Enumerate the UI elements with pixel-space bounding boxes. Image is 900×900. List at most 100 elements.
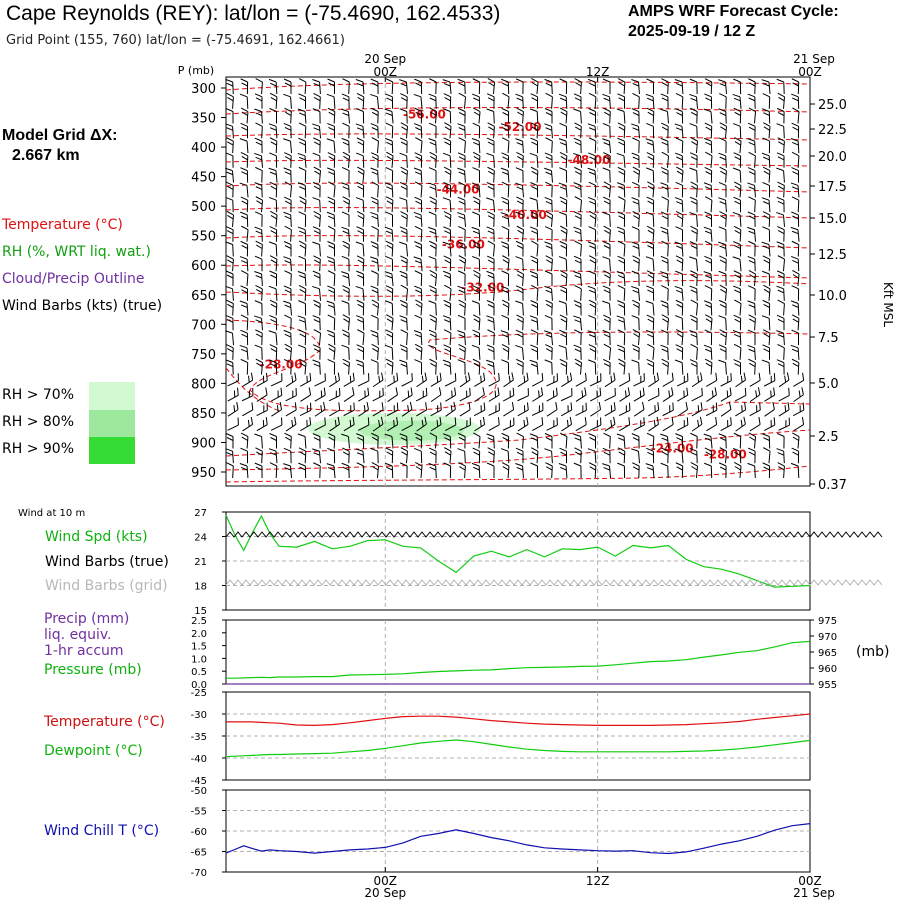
wind-barb <box>544 359 553 375</box>
wind-barb-feather <box>762 299 770 304</box>
wind-barb <box>428 122 437 139</box>
temperature-contour-8 <box>225 280 811 297</box>
wind-barb-shaft <box>725 170 727 183</box>
wind-barb-feather <box>676 166 684 172</box>
wind-barb <box>662 416 674 432</box>
wind-barb <box>646 432 655 449</box>
wind-barb-feather <box>248 390 250 398</box>
wind-barb-feather <box>603 432 611 437</box>
wind-barb-feather <box>226 299 234 304</box>
wind-barb-feather <box>225 226 234 231</box>
wind-barb-feather <box>632 210 640 216</box>
wind-chill-ytick-label-0: -50 <box>191 786 207 797</box>
wind-barb-shaft <box>420 214 423 227</box>
wind-barb-shaft <box>377 170 379 183</box>
wind-barb-shaft <box>314 380 326 387</box>
wind-barb <box>660 211 669 227</box>
wind-barb-feather <box>792 97 799 102</box>
wind-barb-shaft <box>706 394 717 402</box>
wind-barb-feather <box>385 275 393 279</box>
wind-barb <box>240 167 249 183</box>
wind-barb <box>414 285 423 301</box>
wind-barb <box>718 241 728 257</box>
wind-barb <box>529 108 539 124</box>
wind-barb-feather <box>776 196 785 201</box>
wind-barb-feather <box>704 447 712 452</box>
wind-barb-feather <box>523 419 526 427</box>
wind-barb <box>471 344 481 360</box>
wind-barb <box>370 211 379 227</box>
wind-barb-feather <box>647 181 655 186</box>
wind-barb <box>283 196 292 213</box>
wind-barb <box>298 462 307 479</box>
wind-barb-shaft <box>430 394 442 403</box>
wind-barb-feather <box>660 255 669 260</box>
wind-barb-feather <box>487 77 495 83</box>
wind-barb <box>617 240 626 257</box>
wind-barb-feather <box>415 303 422 308</box>
wind-barb-shaft <box>797 318 800 331</box>
wind-barb-feather <box>442 315 451 319</box>
wind-barb-feather <box>552 390 555 398</box>
wind-barb-shaft <box>256 394 268 402</box>
wind-barb-feather <box>310 402 312 411</box>
wind-barb <box>371 461 380 479</box>
wind-barb-feather <box>385 447 393 452</box>
wind-barb-feather <box>689 241 698 245</box>
wind-barb-feather <box>327 122 335 127</box>
wind-barb <box>268 123 278 139</box>
dewpoint-series-label: Dewpoint (°C) <box>44 743 143 759</box>
wind-barb-feather <box>356 181 364 186</box>
wind-barb-shaft <box>488 409 500 416</box>
wind-barb <box>763 373 776 387</box>
wind-barb-feather <box>761 79 770 83</box>
wind-barb-feather <box>704 329 712 334</box>
wind-barb <box>675 210 684 227</box>
wind-barb-shaft <box>580 288 582 301</box>
wind-barb <box>327 107 336 124</box>
wind-barb-shaft <box>376 141 380 154</box>
wind-barb-feather <box>587 448 596 452</box>
wind-barb-feather <box>313 452 321 456</box>
wind-barb <box>356 152 365 168</box>
wind-barb-shaft <box>797 229 800 242</box>
wind-barb-shaft <box>503 379 514 388</box>
wind-barb <box>660 329 669 346</box>
wind-barb <box>327 225 336 242</box>
wind-barb-shaft <box>435 318 437 331</box>
wind-barb-feather <box>617 122 626 127</box>
wind-barb-feather <box>588 196 596 201</box>
wind-barb <box>732 330 742 346</box>
temperature-line <box>226 713 811 727</box>
wind-barb-feather <box>516 142 524 146</box>
wind-barb-feather <box>801 416 805 425</box>
wind-barb <box>733 196 741 213</box>
wind-barb <box>645 463 655 479</box>
wind-barb-feather <box>573 462 582 467</box>
wind-barb-feather <box>472 447 480 452</box>
wind-barb-feather <box>604 274 611 279</box>
date-label-top-0: 20 Sep <box>364 52 406 66</box>
wind-barb-feather <box>400 348 408 353</box>
wind-barb <box>646 167 655 183</box>
wind-barb-shaft <box>493 436 495 449</box>
wind-barb-feather <box>313 210 321 216</box>
wind-barb-shaft <box>662 379 674 387</box>
wind-barb <box>602 138 612 154</box>
wind-barb-feather <box>299 333 306 338</box>
wind-barb-shaft <box>449 288 452 301</box>
wind-barb-feather <box>381 372 384 381</box>
wind-barb-feather <box>400 329 408 334</box>
wind-barb-feather <box>312 152 320 157</box>
wind-barb <box>776 285 785 301</box>
wind-barb-feather <box>777 289 785 294</box>
wind-barb <box>255 447 263 464</box>
wind-barb-shaft <box>662 424 674 432</box>
wind-barb <box>675 270 684 287</box>
temperature-contour-2 <box>225 133 811 141</box>
wind-barb-feather <box>326 256 335 260</box>
wind-barb-feather <box>370 152 379 157</box>
wind-barb <box>283 329 292 346</box>
wind-barb-feather <box>298 182 306 186</box>
wind-barb-feather <box>705 304 712 308</box>
